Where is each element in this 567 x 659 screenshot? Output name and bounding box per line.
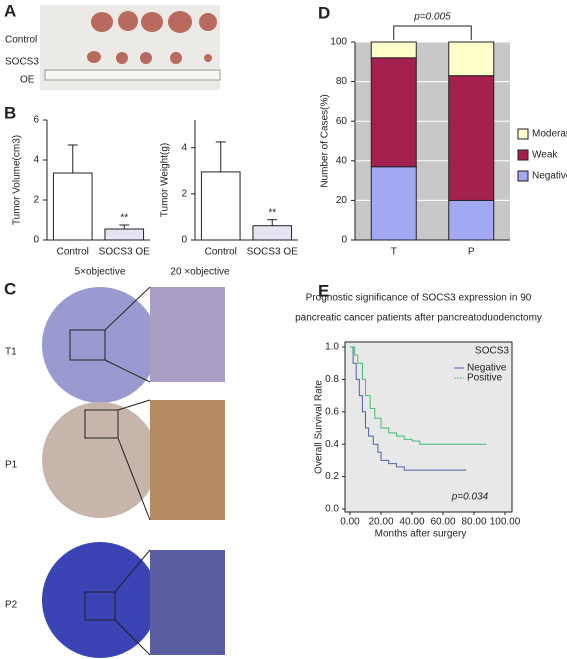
legend-swatch <box>517 170 529 182</box>
x-tick-label: 20.00 <box>368 517 393 528</box>
chart-title: p=0.005 <box>413 12 451 23</box>
significance-bracket <box>393 25 472 40</box>
legend-label: Positive <box>467 373 502 384</box>
survival-curve <box>350 346 487 445</box>
column-label: 5×objective <box>75 267 126 278</box>
y-tick-label: 0.2 <box>325 471 339 482</box>
y-tick-label: 0 <box>341 235 347 246</box>
y-tick-label: 40 <box>336 155 348 166</box>
tumors <box>87 11 217 64</box>
bar <box>252 225 293 241</box>
y-axis-label: Number of Cases(%) <box>320 94 331 187</box>
row-label: P2 <box>5 600 18 611</box>
y-tick-label: 6 <box>33 115 39 126</box>
bar-segment <box>448 75 495 201</box>
y-tick-label: 1.0 <box>325 342 339 353</box>
y-tick-label: 60 <box>336 116 348 127</box>
bar-segment <box>448 41 495 77</box>
chart-title: pancreatic cancer patients after pancrea… <box>295 313 542 324</box>
bar-segment <box>370 41 417 59</box>
x-tick-label: Control <box>57 247 89 258</box>
x-tick-label: 0.00 <box>340 517 360 528</box>
legend-label: Negative <box>532 171 567 182</box>
legend-swatch <box>517 149 529 161</box>
y-tick-label: 2 <box>181 188 187 199</box>
chart-title: Prognostic significance of SOCS3 express… <box>306 293 532 304</box>
legend-title: SOCS3 <box>475 346 509 357</box>
y-axis-label: Overall Survival Rate <box>314 380 325 474</box>
panel-label: C <box>4 279 16 298</box>
x-axis-label: Months after surgery <box>375 529 467 540</box>
panel-label: E <box>318 281 329 300</box>
annotation: p=0.034 <box>451 492 489 503</box>
x-tick-label: Control <box>205 247 237 258</box>
x-tick-label: 40.00 <box>399 517 424 528</box>
bar <box>52 172 93 241</box>
ruler <box>44 69 221 81</box>
legend-swatch <box>517 128 529 140</box>
legend-label: Moderate <box>532 129 567 140</box>
photo-label: OE <box>20 75 35 86</box>
y-tick-label: 100 <box>330 37 347 48</box>
y-tick-label: 0 <box>181 235 187 246</box>
x-tick-label: 80.00 <box>461 517 486 528</box>
x-tick-label: 100.00 <box>490 517 521 528</box>
y-tick-label: 4 <box>181 142 187 153</box>
bar <box>200 171 241 241</box>
y-tick-label: 80 <box>336 76 348 87</box>
bar-segment <box>448 199 495 241</box>
bar-segment <box>370 57 417 168</box>
y-axis-label: Tumor Volume(cm3) <box>12 135 23 225</box>
y-tick-label: 0.6 <box>325 406 339 417</box>
y-axis-label: Tumor Weight(g) <box>160 143 171 217</box>
y-tick-label: 0.4 <box>325 439 339 450</box>
survival-curve <box>350 346 467 471</box>
x-tick-label: 60.00 <box>430 517 455 528</box>
annotation: ** <box>268 207 276 218</box>
legend-label: Weak <box>532 150 558 161</box>
x-tick-label: P <box>468 247 475 258</box>
y-tick-label: 20 <box>336 195 348 206</box>
y-tick-label: 0.8 <box>325 374 339 385</box>
x-tick-label: T <box>391 247 397 258</box>
bar <box>104 228 145 241</box>
row-label: T1 <box>5 347 17 358</box>
panel-label: B <box>4 103 16 122</box>
y-tick-label: 4 <box>33 155 39 166</box>
micrographs <box>42 286 225 658</box>
y-tick-label: 2 <box>33 195 39 206</box>
panel-label: D <box>318 3 330 22</box>
plot-area <box>344 341 513 513</box>
row-label: P1 <box>5 460 18 471</box>
photo-label: SOCS3 <box>5 57 39 68</box>
x-tick-label: SOCS3 OE <box>99 247 150 258</box>
photo-label: Control <box>5 35 37 46</box>
panel-label: A <box>4 1 16 20</box>
x-tick-label: SOCS3 OE <box>247 247 298 258</box>
y-tick-label: 0.0 <box>325 504 339 515</box>
column-label: 20 ×objective <box>170 267 230 278</box>
bar-segment <box>370 166 417 241</box>
legend-label: Negative <box>467 363 507 374</box>
annotation: ** <box>120 213 128 224</box>
y-tick-label: 0 <box>33 235 39 246</box>
